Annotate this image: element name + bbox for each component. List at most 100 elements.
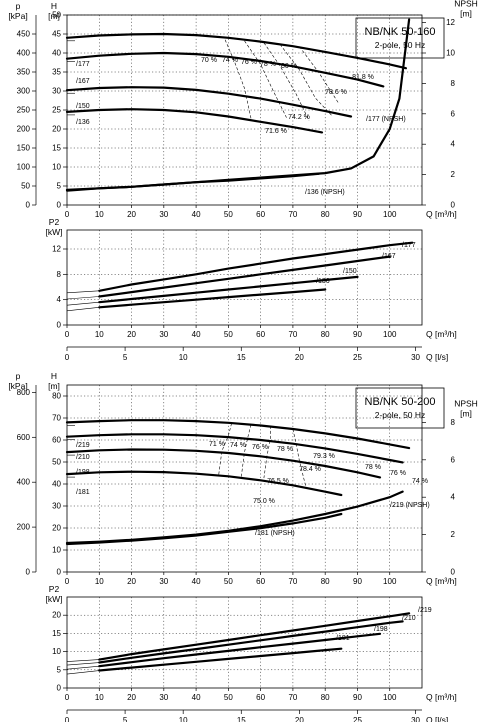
npsh-curve <box>65 172 320 192</box>
power-curve <box>98 288 327 309</box>
power-curve-extension <box>66 306 100 312</box>
tick-label-npsh: 12 <box>446 18 455 27</box>
tick-label-npsh: 4 <box>451 140 456 149</box>
tick-label-head: 50 <box>52 458 61 467</box>
tick-label-q: 0 <box>65 577 70 586</box>
tick-label-q: 0 <box>65 330 70 339</box>
power-curve <box>98 647 343 672</box>
tick-label-q: 70 <box>288 577 297 586</box>
tick-label-head: 0 <box>57 568 62 577</box>
x-axis-label-q: Q [m³/h] <box>426 329 457 339</box>
power-curve <box>98 275 359 304</box>
tick-label-npsh: 0 <box>451 201 456 210</box>
power-chart-frame <box>66 229 423 326</box>
tick-label-q: 90 <box>353 577 362 586</box>
x-axis-label-q: Q [m³/h] <box>426 209 457 219</box>
efficiency-isoline <box>218 423 232 475</box>
tick-label-ls: 25 <box>353 716 362 722</box>
curve-label: /181 <box>76 489 90 496</box>
tick-label-ls: 5 <box>123 716 128 722</box>
x-axis-label-ls: Q [l/s] <box>426 715 448 722</box>
tick-label-ls: 20 <box>295 353 304 362</box>
efficiency-label: 78 % <box>260 61 276 68</box>
tick-label-npsh: 2 <box>451 170 456 179</box>
efficiency-isoline <box>241 424 252 477</box>
y-axis-unit-m: [m] <box>48 381 60 391</box>
tick-label-ls: 25 <box>353 353 362 362</box>
efficiency-label: 78 % <box>365 464 381 471</box>
curve-label: /167 <box>76 78 90 85</box>
y-axis-label-h: H <box>51 1 57 11</box>
tick-label-q: 90 <box>353 693 362 702</box>
curve-label: /136 (NPSH) <box>305 189 345 196</box>
tick-label-q: 70 <box>288 330 297 339</box>
efficiency-isoline <box>292 428 307 487</box>
efficiency-label: 75.0 % <box>253 498 275 505</box>
tick-label-q: 40 <box>192 693 201 702</box>
tick-label-q: 0 <box>65 210 70 219</box>
power-curve-extension <box>66 296 100 300</box>
tick-label-npsh: 0 <box>451 568 456 577</box>
tick-label-head: 10 <box>52 163 61 172</box>
tick-label-ls: 10 <box>179 353 188 362</box>
model-subtitle: 2-pole, 50 Hz <box>375 410 426 420</box>
efficiency-isoline <box>224 39 252 119</box>
tick-label-ls: 30 <box>411 716 420 722</box>
tick-label-q: 100 <box>383 577 397 586</box>
curve-label: /181 (NPSH) <box>255 530 295 537</box>
tick-label-kpa: 600 <box>17 433 31 442</box>
y-axis-unit-npsh: [m] <box>460 408 472 418</box>
head-curve <box>65 470 343 497</box>
tick-label-p2: 12 <box>52 245 61 254</box>
power-curve-label: /177 <box>402 242 416 249</box>
npsh-curve <box>65 490 404 545</box>
tick-label-q: 50 <box>224 330 233 339</box>
tick-label-p2: 15 <box>52 629 61 638</box>
power-chart-frame <box>66 596 423 689</box>
tick-label-q: 90 <box>353 330 362 339</box>
efficiency-label: 71 % <box>209 441 225 448</box>
power-curve-label: /150 <box>343 268 357 275</box>
tick-label-p2: 10 <box>52 647 61 656</box>
model-title: NB/NK 50-160 <box>365 26 436 38</box>
tick-label-p2: 8 <box>57 270 62 279</box>
tick-label-q: 70 <box>288 693 297 702</box>
tick-label-npsh: 8 <box>451 418 456 427</box>
tick-label-ls: 5 <box>123 353 128 362</box>
tick-label-head: 35 <box>52 68 61 77</box>
tick-label-q: 70 <box>288 210 297 219</box>
tick-label-q: 20 <box>127 330 136 339</box>
tick-label-p2: 20 <box>52 611 61 620</box>
tick-label-p2: 0 <box>57 684 62 693</box>
tick-label-kpa: 450 <box>17 30 31 39</box>
head-curve <box>65 51 385 88</box>
power-curve <box>98 620 404 664</box>
x-axis-label-q: Q [m³/h] <box>426 692 457 702</box>
tick-label-head: 20 <box>52 524 61 533</box>
tick-label-q: 80 <box>321 577 330 586</box>
tick-label-q: 30 <box>159 210 168 219</box>
efficiency-label: 71.6 % <box>265 128 287 135</box>
tick-label-p2: 0 <box>57 321 62 330</box>
tick-label-q: 60 <box>256 693 265 702</box>
tick-label-ls: 15 <box>237 716 246 722</box>
tick-label-q: 20 <box>127 210 136 219</box>
tick-label-q: 60 <box>256 210 265 219</box>
tick-label-kpa: 400 <box>17 49 31 58</box>
tick-label-q: 10 <box>95 693 104 702</box>
curve-label: /136 <box>76 119 90 126</box>
efficiency-label: 74 % <box>230 442 246 449</box>
tick-label-npsh: 6 <box>451 109 456 118</box>
power-curve <box>98 241 414 292</box>
curve-label: /219 (NPSH) <box>390 502 430 509</box>
tick-label-head: 80 <box>52 392 61 401</box>
tick-label-kpa: 300 <box>17 87 31 96</box>
tick-label-head: 10 <box>52 546 61 555</box>
power-curve <box>98 632 382 668</box>
model-title-box <box>355 387 445 429</box>
efficiency-label: 76 % <box>390 470 406 477</box>
tick-label-head: 25 <box>52 106 61 115</box>
tick-label-q: 80 <box>321 330 330 339</box>
x-axis-label-ls: Q [l/s] <box>426 352 448 362</box>
curve-label: /210 <box>76 454 90 461</box>
